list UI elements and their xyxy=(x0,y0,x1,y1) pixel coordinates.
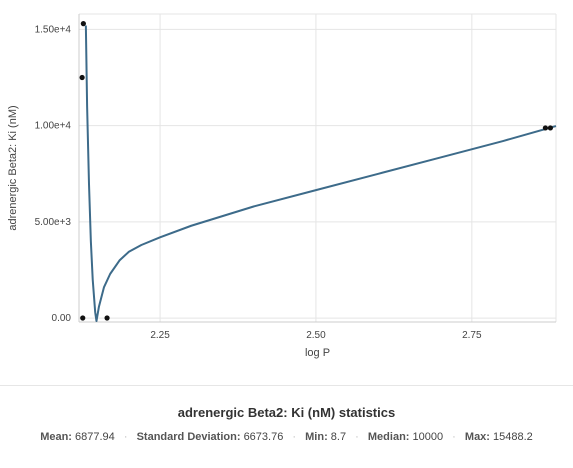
data-point xyxy=(547,125,553,131)
stat-std-label: Standard Deviation: xyxy=(136,431,241,443)
axes: 2.25 2.50 2.75 0.00 5.00e+3 1.00e+4 1.50e+4 xyxy=(35,14,556,341)
divider xyxy=(0,385,573,386)
scatter-chart: 2.25 2.50 2.75 0.00 5.00e+3 1.00e+4 1.50e+4 lo… xyxy=(7,13,557,359)
grid-lines xyxy=(79,13,557,322)
stat-max: Max: 15488.2 xyxy=(465,431,533,443)
stat-mean: Mean: 6877.94 xyxy=(40,431,118,443)
chart-container: 2.25 2.50 2.75 0.00 5.00e+3 1.00e+4 1.50e+4 lo… xyxy=(7,13,557,359)
stat-median-label: Median: xyxy=(367,431,410,443)
stats-title: adrenergic Beta2: Ki (nM) statistics xyxy=(177,405,396,420)
stat-separator: · xyxy=(355,431,359,443)
stat-mean-label: Mean: xyxy=(40,431,72,443)
stat-min-label: Min: xyxy=(305,431,328,443)
stat-std: Standard Deviation: 6673.76 xyxy=(137,431,287,443)
y-axis-title: adrenergic Beta2: Ki (nM) xyxy=(7,105,19,230)
x-tick-label: 2.25 xyxy=(150,330,170,341)
data-point xyxy=(542,125,549,131)
fit-curve-layer xyxy=(84,25,557,323)
stat-median: Median: 10000 xyxy=(368,431,446,443)
stat-mean-value: 6877.94 xyxy=(75,431,115,443)
x-axis-title: log P xyxy=(305,347,330,359)
fit-curve-line xyxy=(84,25,557,323)
y-tick-label: 5.00e+3 xyxy=(35,217,72,228)
stat-separator: · xyxy=(452,431,456,443)
stat-min: Min: 8.7 xyxy=(305,431,349,443)
y-tick-label: 0.00 xyxy=(52,313,72,324)
stat-min-value: 8.7 xyxy=(330,431,347,443)
stat-std-value: 6673.76 xyxy=(243,431,284,443)
y-tick-label: 1.50e+4 xyxy=(35,24,72,35)
stat-separator: · xyxy=(123,431,128,443)
stat-median-value: 10000 xyxy=(412,431,444,443)
y-tick-label: 1.00e+4 xyxy=(35,121,72,132)
x-tick-label: 2.50 xyxy=(306,330,326,341)
stats-summary: Mean: 6877.94 · Standard Deviation: 6673… xyxy=(0,431,573,443)
stat-separator: · xyxy=(292,431,297,443)
stat-max-value: 15488.2 xyxy=(493,431,533,443)
stat-max-label: Max: xyxy=(464,431,490,443)
data-point xyxy=(104,315,110,321)
data-point xyxy=(79,74,85,81)
x-tick-label: 2.75 xyxy=(462,330,482,341)
data-point xyxy=(80,21,86,27)
data-points xyxy=(79,21,553,321)
data-point xyxy=(80,315,86,321)
